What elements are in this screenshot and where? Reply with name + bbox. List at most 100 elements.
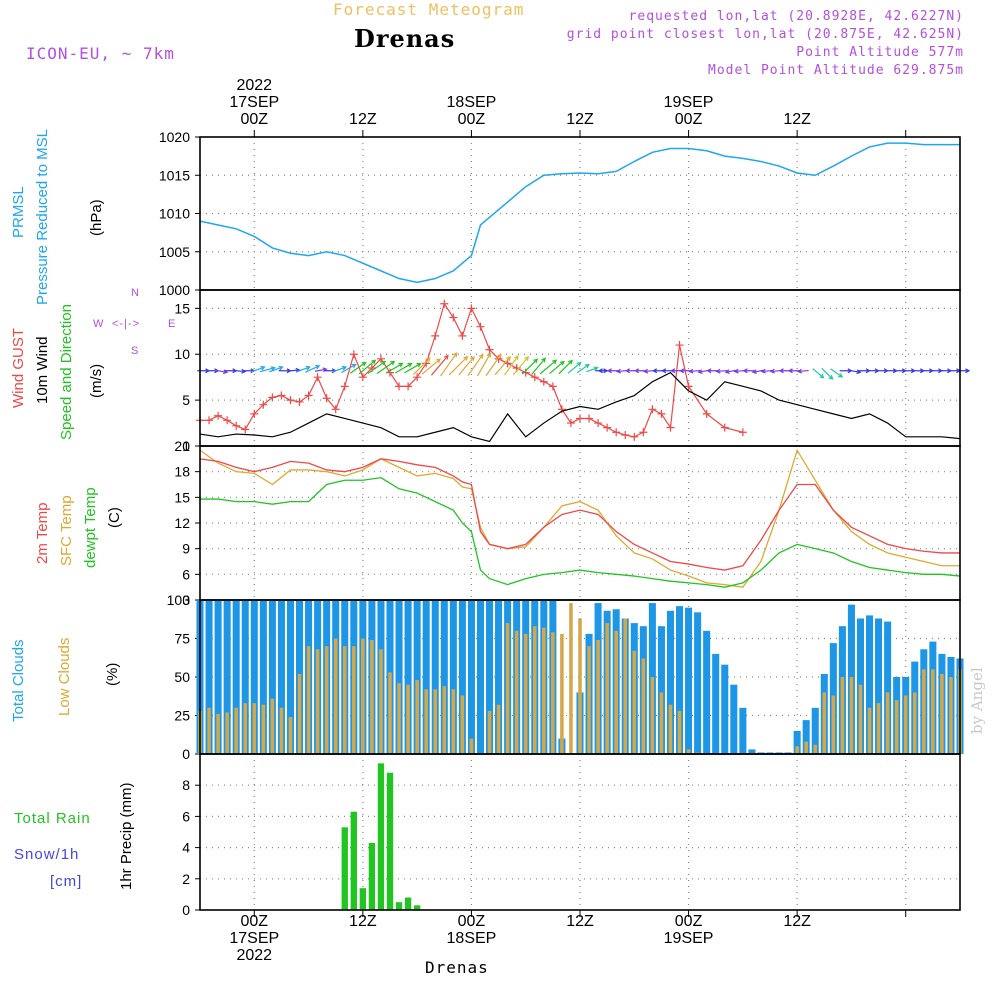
y-tick-label: 1005 bbox=[159, 244, 190, 260]
wind-direction-arrow bbox=[367, 360, 387, 375]
low-cloud-bar bbox=[623, 618, 627, 754]
rain-bar bbox=[359, 888, 367, 910]
pressure-label-1: PRMSL bbox=[10, 186, 27, 238]
gust-marker bbox=[476, 322, 485, 331]
total-cloud-bar bbox=[467, 600, 475, 754]
y-tick-label: 10 bbox=[174, 346, 190, 362]
x-tick-label-bottom: 12Z bbox=[783, 913, 811, 930]
total-cloud-bar bbox=[422, 600, 430, 754]
low-cloud-bar bbox=[424, 689, 428, 754]
y-tick-label: 1020 bbox=[159, 129, 190, 145]
wind-direction-arrow bbox=[512, 356, 530, 376]
snow-unit-label: [cm] bbox=[50, 873, 83, 890]
total-cloud-bar bbox=[685, 607, 693, 754]
gust-marker bbox=[467, 304, 476, 313]
low-cloud-bar bbox=[587, 646, 591, 754]
low-cloud-bar bbox=[596, 640, 600, 754]
gust-marker bbox=[232, 421, 241, 430]
total-cloud-bar bbox=[395, 600, 403, 754]
low-cloud-bar bbox=[514, 630, 519, 754]
wind-direction-arrow bbox=[332, 365, 348, 373]
wind-direction-arrow bbox=[440, 352, 458, 377]
gust-marker bbox=[313, 373, 322, 382]
low-cloud-bar bbox=[261, 704, 266, 754]
gust-marker bbox=[358, 373, 367, 382]
total-rain-label: Total Rain bbox=[14, 810, 91, 827]
low-cloud-bar bbox=[560, 633, 564, 754]
low-cloud-bar bbox=[523, 633, 528, 754]
wind-direction-arrow bbox=[577, 363, 590, 374]
low-cloud-bar bbox=[505, 623, 510, 754]
wind-direction-arrow bbox=[476, 352, 492, 377]
low-cloud-bar bbox=[243, 703, 247, 754]
y-tick-label: 15 bbox=[174, 489, 190, 505]
chart-title: Drenas bbox=[354, 24, 456, 53]
low-cloud-bar bbox=[370, 640, 374, 754]
y-tick-label: 21 bbox=[174, 438, 190, 454]
y-tick-label: 9 bbox=[182, 541, 190, 557]
pressure-label-2: Pressure Reduced to MSL bbox=[34, 129, 51, 305]
gust-marker bbox=[648, 405, 657, 414]
wind-direction-arrow bbox=[251, 365, 266, 373]
wind-direction-arrow bbox=[485, 353, 502, 376]
gust-marker bbox=[458, 331, 467, 340]
total-cloud-bar bbox=[748, 749, 756, 754]
low-cloud-bar bbox=[533, 626, 537, 754]
x-tick-label-top: 18SEP 00Z bbox=[446, 94, 497, 128]
wind-direction-arrow bbox=[957, 368, 971, 374]
gust-line bbox=[200, 302, 744, 438]
low-cloud-bar bbox=[858, 684, 863, 754]
low-cloud-bar bbox=[867, 707, 872, 754]
temp-2m-line bbox=[199, 458, 960, 571]
low-cloud-bar bbox=[659, 692, 664, 754]
y-tick-label: 6 bbox=[182, 808, 190, 824]
x-tick-label-top: 2022 17SEP 00Z bbox=[229, 77, 280, 128]
wind-direction-arrow bbox=[715, 368, 728, 374]
wind-direction-arrow bbox=[821, 367, 834, 380]
gust-marker bbox=[585, 414, 594, 423]
wind-direction-arrow bbox=[305, 364, 321, 373]
low-cloud-bar bbox=[677, 710, 682, 754]
total-cloud-bar bbox=[875, 618, 883, 754]
low-cloud-bar bbox=[569, 603, 573, 754]
low-cloud-bar bbox=[379, 649, 383, 754]
low-cloud-bar bbox=[650, 677, 655, 754]
wind-direction-arrow bbox=[567, 361, 582, 374]
y-tick-label: 75 bbox=[174, 631, 190, 647]
low-cloud-bar bbox=[949, 677, 953, 754]
total-cloud-bar bbox=[250, 600, 258, 754]
rain-bar bbox=[368, 842, 376, 910]
temp-dewpt-line bbox=[200, 476, 961, 588]
low-cloud-bar bbox=[551, 632, 555, 754]
gust-marker bbox=[738, 428, 747, 437]
low-cloud-bar bbox=[876, 703, 881, 754]
rain-bar bbox=[377, 763, 385, 910]
y-tick-label: 2 bbox=[182, 871, 190, 887]
low-cloud-bar bbox=[542, 627, 546, 754]
gust-marker bbox=[413, 373, 422, 382]
point-altitude: Point Altitude 577m bbox=[796, 45, 964, 60]
low-cloud-bar bbox=[288, 717, 293, 754]
y-tick-label: 1000 bbox=[159, 282, 190, 298]
gust-marker bbox=[657, 409, 666, 418]
low-cloud-bar bbox=[433, 689, 437, 754]
y-tick-label: 4 bbox=[182, 840, 190, 856]
low-cloud-bar bbox=[343, 646, 347, 754]
gust-marker bbox=[521, 368, 530, 377]
y-tick-label: 6 bbox=[182, 566, 190, 582]
bottom-location: Drenas bbox=[425, 958, 489, 977]
precip-axis-label: 1hr Precip (mm) bbox=[118, 782, 135, 890]
wind-direction-arrow bbox=[521, 358, 539, 375]
low-cloud-bar bbox=[578, 618, 582, 754]
wind-direction-arrow bbox=[494, 356, 511, 376]
low-cloud-bar bbox=[903, 695, 908, 754]
gust-marker bbox=[404, 382, 413, 391]
wind-direction-arrow bbox=[504, 354, 519, 376]
y-tick-label: 5 bbox=[182, 392, 190, 408]
wind-direction-arrow bbox=[421, 358, 441, 375]
wind-direction-arrow bbox=[633, 368, 646, 374]
total-cloud-bar bbox=[730, 684, 738, 754]
total-cloud-bar bbox=[811, 707, 819, 754]
snow-label: Snow/1h bbox=[14, 846, 80, 863]
gust-marker bbox=[675, 341, 684, 350]
